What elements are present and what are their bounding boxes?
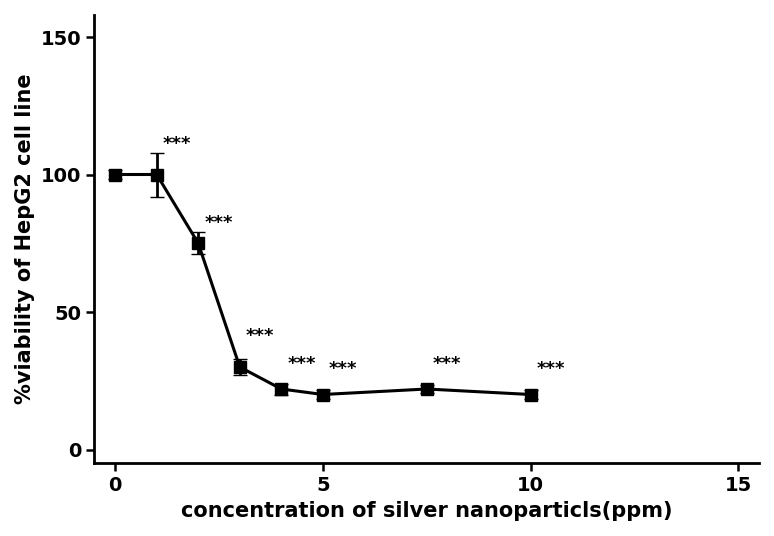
Text: ***: ***	[287, 354, 316, 373]
Text: ***: ***	[536, 360, 565, 378]
X-axis label: concentration of silver nanoparticls(ppm): concentration of silver nanoparticls(ppm…	[181, 501, 673, 521]
Text: ***: ***	[329, 360, 358, 378]
Text: ***: ***	[204, 214, 233, 232]
Text: ***: ***	[246, 327, 275, 345]
Y-axis label: %viability of HepG2 cell line: %viability of HepG2 cell line	[15, 74, 35, 405]
Text: ***: ***	[163, 135, 191, 153]
Text: ***: ***	[433, 354, 461, 373]
